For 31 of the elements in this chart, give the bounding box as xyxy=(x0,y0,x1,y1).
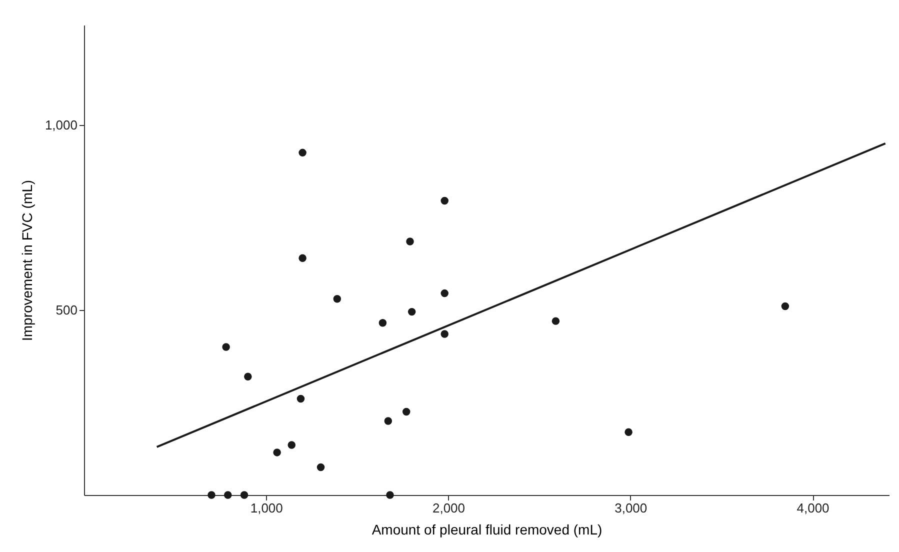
x-tick-label: 3,000 xyxy=(614,500,648,516)
x-axis-title: Amount of pleural fluid removed (mL) xyxy=(372,522,602,538)
point xyxy=(386,491,394,499)
point xyxy=(384,417,392,425)
point xyxy=(273,448,281,456)
point xyxy=(440,330,448,338)
point xyxy=(781,302,790,310)
point xyxy=(298,254,306,262)
x-tick-label: 4,000 xyxy=(796,500,830,516)
point xyxy=(440,196,448,205)
point xyxy=(298,148,306,157)
y-axis-title: Improvement in FVC (mL) xyxy=(18,180,35,342)
point xyxy=(240,491,248,499)
point xyxy=(316,463,325,472)
y-tick-label: 500 xyxy=(56,302,78,318)
point xyxy=(208,491,216,499)
point xyxy=(333,294,342,303)
point xyxy=(406,238,414,246)
point xyxy=(224,491,232,499)
point xyxy=(244,372,252,380)
point xyxy=(440,289,448,298)
x-tick-label: 1,000 xyxy=(250,500,283,516)
x-tick-label: 2,000 xyxy=(432,500,466,516)
point xyxy=(296,394,305,403)
point xyxy=(408,308,416,316)
point xyxy=(402,408,410,416)
point xyxy=(378,319,387,327)
point xyxy=(552,317,560,325)
point xyxy=(624,428,632,436)
point xyxy=(222,343,230,351)
point xyxy=(288,441,296,449)
